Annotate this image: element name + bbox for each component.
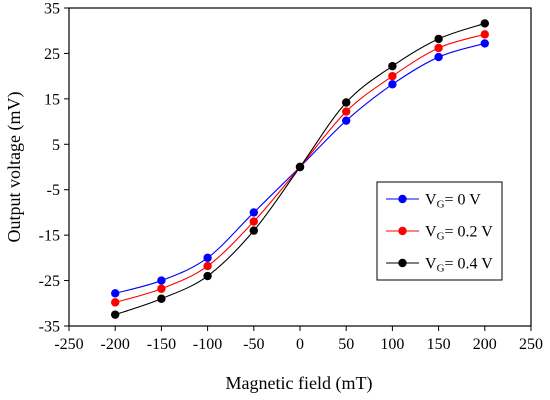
data-point [434, 34, 443, 44]
data-point [249, 208, 258, 217]
x-axis-label: Magnetic field (mT) [226, 373, 373, 394]
legend-label-subscript: G [437, 263, 445, 275]
series-layer [111, 19, 489, 319]
legend-label: VG= 0.2 V [425, 224, 493, 243]
y-tick-label: 5 [52, 137, 60, 154]
x-tick-label: -150 [147, 336, 176, 353]
data-point [434, 43, 443, 53]
legend-marker [398, 226, 407, 236]
x-tick-label: 250 [519, 336, 543, 353]
legend-label-suffix: = 0 V [445, 192, 482, 209]
x-tick-label: -50 [243, 336, 264, 353]
legend: VG= 0 VVG= 0.2 VVG= 0.4 V [376, 181, 503, 281]
legend-label: VG= 0 V [425, 192, 481, 211]
data-point [157, 276, 166, 285]
data-point [157, 284, 166, 293]
x-tick-label: -250 [54, 336, 83, 353]
data-point [295, 162, 305, 172]
series-2 [111, 19, 489, 319]
legend-label-subscript: G [437, 199, 445, 211]
x-tick-label: 50 [338, 336, 354, 353]
data-point [203, 253, 212, 263]
legend-label-prefix: V [425, 256, 437, 273]
y-axis-label: Output voltage (mV) [4, 92, 25, 243]
x-tick-label: 0 [296, 336, 304, 353]
x-tick-label: 150 [427, 336, 451, 353]
x-tick-label: -200 [101, 336, 130, 353]
legend-label-suffix: = 0.2 V [445, 224, 494, 241]
legend-marker [398, 194, 407, 204]
data-point [480, 19, 489, 28]
legend-label-suffix: = 0.4 V [445, 256, 494, 273]
legend-label-prefix: V [425, 192, 437, 209]
legend-label-prefix: V [425, 224, 437, 241]
x-tick-label: -100 [193, 336, 222, 353]
legend-item: VG= 0 V [386, 192, 481, 211]
legend-marker [398, 258, 407, 268]
data-point [480, 30, 489, 39]
x-axis-ticks: -250 -200 -150 -100 -50 0 50 100 150 200 250 [54, 326, 543, 353]
data-point [342, 107, 351, 116]
data-point [111, 289, 120, 298]
y-tick-label: -25 [39, 273, 60, 290]
data-point [203, 271, 212, 281]
legend-label: VG= 0.4 V [425, 256, 493, 275]
legend-item: VG= 0.4 V [386, 256, 493, 275]
legend-label-subscript: G [437, 231, 445, 243]
data-point [388, 71, 397, 81]
x-tick-label: 100 [380, 336, 404, 353]
y-tick-label: 35 [44, 1, 60, 18]
data-point [388, 61, 397, 71]
data-point [203, 261, 212, 271]
data-point [111, 298, 120, 307]
y-tick-label: 15 [44, 91, 60, 108]
y-tick-label: 25 [44, 46, 60, 63]
y-tick-label: -35 [39, 319, 60, 336]
y-tick-label: -5 [47, 182, 60, 199]
x-tick-label: 200 [473, 336, 497, 353]
y-axis-ticks: -35 -25 -15 -5 5 15 25 35 [39, 1, 69, 336]
data-point [342, 98, 351, 107]
data-point [480, 39, 489, 48]
data-point [249, 217, 258, 226]
legend-item: VG= 0.2 V [386, 224, 493, 243]
y-tick-label: -15 [39, 228, 60, 245]
data-point [249, 226, 258, 235]
data-point [342, 116, 351, 125]
data-point [388, 80, 397, 89]
data-point [434, 52, 443, 62]
data-point [111, 310, 120, 319]
data-point [157, 294, 166, 303]
